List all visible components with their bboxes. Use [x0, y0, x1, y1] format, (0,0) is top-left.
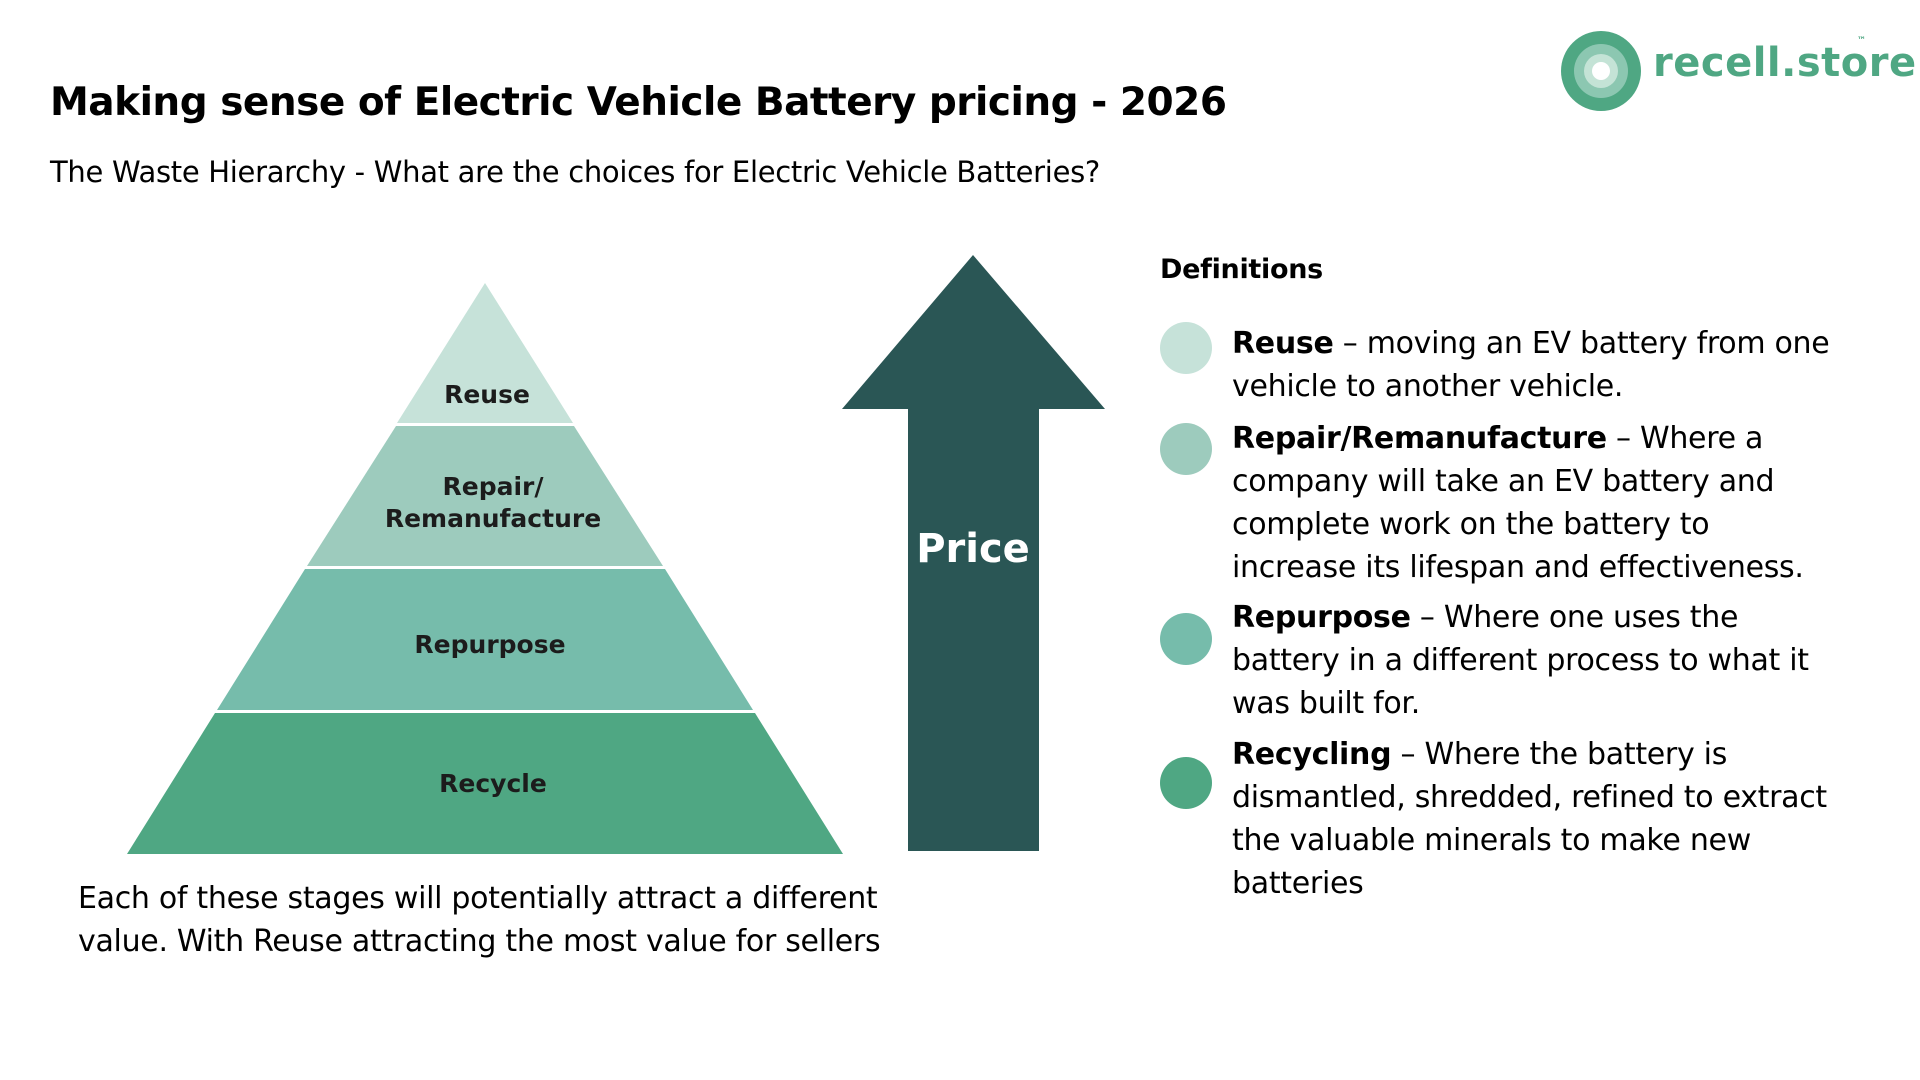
trademark-mark: ™: [1857, 36, 1866, 46]
concentric-circles-icon: [1561, 31, 1641, 111]
definition-term: Repurpose: [1232, 600, 1411, 635]
repurpose-color-dot: [1160, 613, 1212, 665]
page-title: Making sense of Electric Vehicle Battery…: [50, 80, 1227, 125]
reuse-color-dot: [1160, 322, 1212, 374]
definition-text: Repair/Remanufacture – Where a company w…: [1232, 417, 1842, 589]
definition-description: – moving an EV battery from one vehicle …: [1232, 326, 1830, 404]
pyramid-label-repair: Repair/: [442, 472, 544, 501]
pyramid-level-repair: [307, 426, 663, 566]
pyramid-label-remanufacture: Remanufacture: [385, 504, 601, 533]
pyramid-label-reuse: Reuse: [444, 380, 530, 409]
recycling-color-dot: [1160, 757, 1212, 809]
price-arrow: [842, 255, 1105, 851]
definition-text: Repurpose – Where one uses the battery i…: [1232, 596, 1842, 725]
price-arrow-label: Price: [916, 526, 1030, 572]
brand-logo[interactable]: recell.store ™: [1560, 26, 1916, 116]
definition-text: Recycling – Where the battery is dismant…: [1232, 733, 1842, 905]
pyramid-level-repurpose: [217, 569, 753, 710]
hierarchy-caption: Each of these stages will potentially at…: [78, 881, 881, 959]
definition-description: – Where the battery is dismantled, shred…: [1232, 737, 1827, 901]
definition-term: Recycling: [1232, 737, 1392, 772]
definition-description: – Where a company will take an EV batter…: [1232, 421, 1804, 585]
pyramid-label-repurpose: Repurpose: [414, 630, 565, 659]
pyramid-level-reuse: [397, 283, 573, 423]
definition-term: Reuse: [1232, 326, 1334, 361]
repair-color-dot: [1160, 423, 1212, 475]
definition-term: Repair/Remanufacture: [1232, 421, 1607, 456]
definition-description: – Where one uses the battery in a differ…: [1232, 600, 1809, 721]
definition-text: Reuse – moving an EV battery from one ve…: [1232, 322, 1842, 408]
pyramid-label-recycle: Recycle: [439, 769, 547, 798]
brand-name: recell.store: [1653, 40, 1917, 86]
page-subtitle: The Waste Hierarchy - What are the choic…: [50, 155, 1101, 189]
pyramid-level-recycle: [127, 713, 843, 854]
definitions-heading: Definitions: [1160, 254, 1323, 285]
